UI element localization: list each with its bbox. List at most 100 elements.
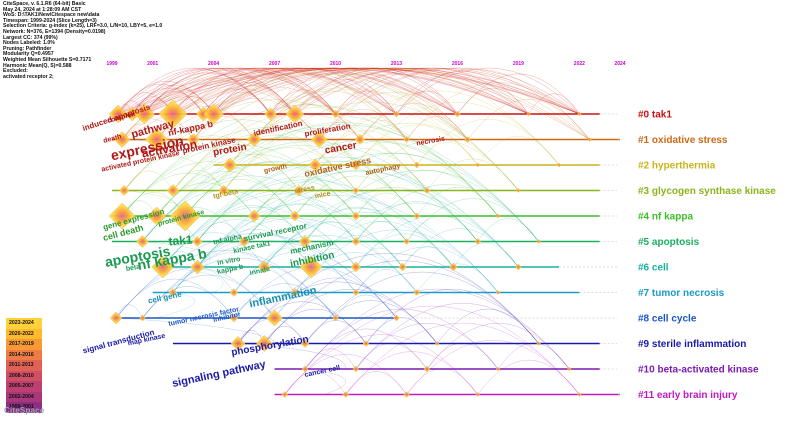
cluster-label: #5 apoptosis — [638, 237, 700, 248]
citation-arc — [142, 286, 235, 319]
keyword-label: growth — [263, 163, 287, 175]
citation-arc — [172, 67, 529, 115]
cross-link-arc — [162, 266, 224, 293]
citation-arc — [406, 339, 580, 395]
citation-arc — [294, 79, 397, 115]
keyword-node — [423, 365, 431, 373]
keyword-node — [246, 132, 262, 147]
citation-arc — [132, 67, 397, 115]
keyword-node — [308, 158, 322, 172]
citation-arc — [144, 67, 397, 115]
citation-arc — [142, 124, 539, 242]
keyword-node — [147, 206, 166, 226]
cross-link-arc — [305, 368, 346, 395]
citation-arc — [142, 207, 245, 242]
keyword-node — [118, 185, 130, 196]
citation-arc — [122, 67, 590, 140]
keyword-node — [331, 109, 340, 119]
citation-arc — [264, 222, 403, 268]
year-axis: 1999 2001 2004 2007 2010 2013 2016 2019 2022 2024 — [106, 61, 625, 67]
info-line: Largest CC: 374 (99%) — [3, 34, 58, 41]
keyword-node — [230, 336, 246, 351]
citation-arc — [335, 90, 397, 115]
citation-arc — [162, 179, 454, 268]
keyword-node — [475, 392, 481, 397]
info-line: Modularity Q=0.4957 — [3, 51, 54, 58]
keyword-node — [190, 259, 205, 275]
citation-arc — [229, 123, 357, 166]
keyword-node — [413, 161, 421, 169]
citation-arc — [233, 300, 275, 319]
citation-arc — [223, 127, 428, 191]
citation-arc — [294, 229, 499, 293]
cross-link-arc — [124, 190, 177, 217]
citation-arc — [426, 323, 570, 370]
citation-arc — [197, 242, 265, 268]
keyword-label: tak1 — [168, 232, 193, 248]
keyword-node — [151, 255, 175, 279]
keyword-node — [136, 235, 149, 248]
legend-entry: 1999-2001 — [6, 402, 42, 413]
citation-arc — [172, 148, 300, 191]
keyword-node — [186, 133, 200, 146]
citation-arc — [294, 192, 357, 217]
citation-arc — [396, 70, 529, 115]
keyword-node — [266, 309, 283, 327]
citation-arc — [355, 269, 418, 293]
citation-arc — [310, 202, 519, 268]
citation-arc — [254, 115, 320, 140]
citation-arc — [304, 328, 428, 370]
keyword-node — [354, 134, 366, 145]
keyword-node — [495, 290, 501, 295]
keyword-node — [403, 238, 410, 245]
citation-arc — [121, 104, 499, 217]
citation-arc — [335, 294, 397, 319]
citation-arc — [123, 135, 300, 191]
citation-arc — [355, 124, 478, 166]
keyword-node — [301, 365, 309, 373]
cluster-label: #7 tumor necrosis — [638, 288, 725, 299]
legend-entry: 2005-2007 — [6, 381, 42, 392]
keyword-node — [113, 131, 131, 148]
citation-arc — [172, 269, 235, 293]
citation-arc — [132, 67, 296, 115]
keyword-node — [362, 340, 370, 347]
citation-arc — [203, 67, 397, 115]
citation-arc — [254, 67, 590, 140]
citation-arc — [355, 221, 407, 242]
citation-arc — [132, 67, 529, 115]
citation-arc — [237, 281, 438, 344]
citation-arc — [264, 260, 539, 344]
keyword-node — [413, 289, 421, 296]
keyword-node — [134, 103, 155, 125]
keyword-node — [145, 128, 168, 151]
keyword-label: signaling pathway — [171, 358, 268, 390]
year-tick-label: 2007 — [269, 61, 280, 67]
citation-arc — [213, 67, 397, 115]
keyword-node — [299, 255, 323, 279]
year-tick-label: 2024 — [614, 61, 625, 67]
citation-arc — [243, 169, 478, 242]
citation-arc — [416, 187, 499, 217]
citation-arc — [402, 246, 454, 268]
citation-arc — [156, 105, 255, 140]
citation-arc — [294, 67, 458, 115]
citation-arc — [203, 67, 529, 115]
citation-arc — [355, 102, 560, 166]
legend-entry: 2017-2019 — [6, 339, 42, 350]
keyword-node — [536, 239, 542, 244]
citation-arc — [270, 89, 336, 115]
keyword-node — [108, 104, 128, 124]
citation-arc — [229, 67, 560, 166]
citation-arc — [197, 229, 312, 268]
citation-arc — [298, 122, 519, 191]
citation-arc — [132, 69, 271, 115]
keyword-node — [332, 314, 339, 322]
citation-arc — [355, 233, 454, 268]
year-tick-label: 2016 — [452, 61, 463, 67]
citation-arc — [197, 189, 454, 268]
citation-arc — [284, 371, 346, 395]
citation-arc — [294, 67, 580, 115]
citation-arc — [359, 120, 407, 140]
